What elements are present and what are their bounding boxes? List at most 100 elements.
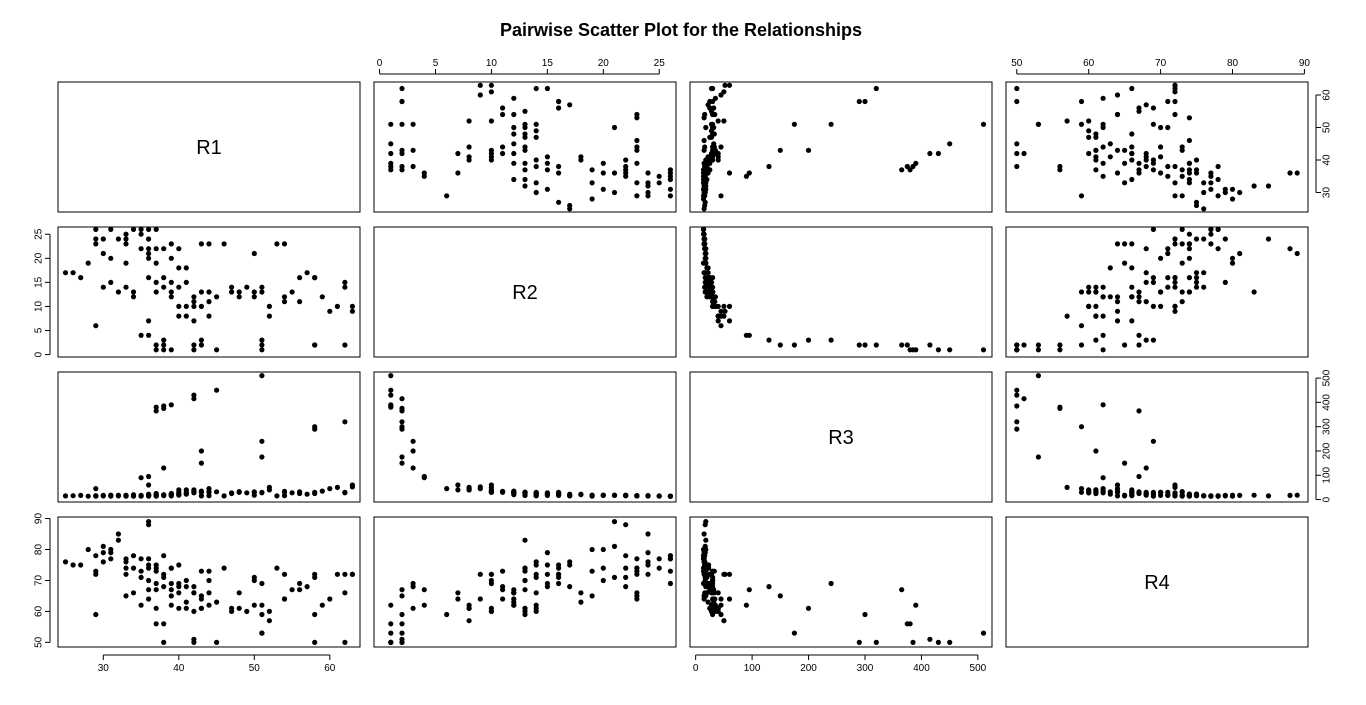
- point-r2-r1-55: [176, 246, 182, 252]
- point-r3-r1-101: [289, 490, 295, 496]
- point-r2-r1-67: [191, 347, 197, 353]
- point-r4-r3-27: [743, 602, 750, 608]
- point-r1-r4-44: [1172, 163, 1178, 170]
- point-r4-r2-114: [399, 639, 405, 646]
- point-r1-r2-95: [488, 118, 494, 124]
- point-r4-r1-62: [183, 577, 189, 584]
- point-r4-r3-48: [766, 584, 772, 590]
- point-r4-r2-92: [399, 630, 405, 636]
- point-r2-r4-15: [1265, 236, 1272, 242]
- point-r3-r1-59: [176, 491, 182, 497]
- point-r2-r4-105: [1078, 342, 1085, 348]
- point-r2-r1-104: [304, 270, 310, 276]
- point-r2-r1-95: [266, 303, 272, 309]
- point-r3-r4-4: [1078, 486, 1085, 492]
- point-r3-r4-42: [1136, 408, 1142, 414]
- point-r4-r1-26: [138, 556, 144, 562]
- point-r2-r3-105: [862, 342, 868, 348]
- point-r2-r3-79: [947, 347, 953, 353]
- point-r1-r4-60: [1107, 154, 1113, 160]
- point-r1-r4-17: [1122, 180, 1128, 186]
- point-r2-r4-95: [1086, 303, 1092, 309]
- x-tick-label-r2-20: 20: [598, 58, 610, 69]
- point-r1-r2-29: [645, 170, 651, 176]
- point-r2-r1-18: [123, 236, 129, 242]
- point-r3-r1-41: [153, 490, 159, 497]
- point-r3-r1-103: [297, 490, 303, 497]
- point-r3-r4-94: [1078, 489, 1085, 495]
- y-tick-label-r3-400: 400: [1322, 394, 1333, 411]
- point-r3-r4-114: [1014, 419, 1020, 425]
- point-r2-r1-116: [349, 303, 355, 309]
- y-tick-label-r2-25: 25: [34, 228, 45, 240]
- point-r1-r2-13: [544, 186, 551, 192]
- point-r1-r3-116: [726, 82, 733, 88]
- point-r1-r2-5: [667, 193, 674, 199]
- point-r4-r1-80: [214, 599, 220, 605]
- point-r1-r3-102: [711, 105, 717, 111]
- point-r1-r4-77: [1100, 144, 1106, 150]
- point-r1-r4-6: [1172, 193, 1178, 199]
- point-r4-r2-113: [544, 571, 551, 577]
- point-r3-r2-92: [399, 454, 405, 460]
- point-r4-r3-72: [805, 605, 812, 611]
- point-r4-r1-24: [138, 568, 144, 574]
- point-r1-r4-94: [1078, 121, 1085, 127]
- point-r2-r4-100: [1114, 299, 1121, 305]
- point-r3-r4-102: [1136, 489, 1142, 495]
- point-r1-r4-22: [1215, 176, 1221, 183]
- point-r4-r2-9: [645, 550, 651, 556]
- point-r1-r4-23: [1186, 176, 1192, 183]
- point-r1-r4-31: [1294, 170, 1300, 176]
- point-r3-r1-111: [334, 484, 340, 490]
- point-r3-r4-103: [1150, 490, 1156, 497]
- point-r1-r4-96: [1064, 118, 1070, 124]
- point-r2-r1-113: [342, 279, 348, 285]
- point-r1-r4-87: [1158, 124, 1164, 131]
- point-r2-r4-31: [1294, 250, 1300, 257]
- point-r2-r4-29: [1193, 236, 1200, 242]
- point-r2-r1-5: [93, 226, 99, 232]
- point-r2-r4-82: [1086, 289, 1092, 295]
- point-r1-r2-14: [522, 183, 528, 189]
- point-r4-r2-104: [567, 584, 573, 590]
- point-r1-r3-114: [873, 85, 879, 92]
- point-r2-r1-42: [153, 342, 159, 348]
- point-r4-r1-28: [146, 556, 152, 562]
- point-r1-r2-93: [533, 121, 539, 127]
- point-r1-r4-81: [1186, 137, 1192, 144]
- point-r1-r2-110: [477, 92, 483, 98]
- point-r2-r4-75: [1129, 241, 1135, 247]
- point-r4-r2-61: [544, 584, 551, 590]
- point-r1-r2-102: [500, 105, 506, 111]
- point-r4-r2-19: [634, 556, 640, 562]
- point-r2-r3-38: [703, 260, 709, 266]
- point-r2-r4-93: [1100, 284, 1106, 290]
- point-r4-r1-61: [183, 584, 189, 590]
- point-r2-r1-23: [130, 289, 137, 295]
- point-r2-r1-54: [168, 347, 174, 353]
- point-r3-r1-34: [146, 482, 152, 488]
- point-r1-r4-45: [1165, 163, 1171, 170]
- point-r3-r2-109: [511, 488, 517, 494]
- point-r3-r4-43: [1215, 493, 1221, 499]
- point-r1-r4-48: [1143, 163, 1149, 170]
- point-r2-r1-50: [168, 255, 174, 261]
- point-r3-r1-90: [259, 438, 265, 444]
- point-r4-r3-70: [701, 596, 707, 602]
- point-r2-r4-108: [1165, 275, 1171, 281]
- point-r4-r1-32: [146, 577, 152, 584]
- point-r1-r2-26: [656, 173, 662, 179]
- point-r2-r1-81: [221, 241, 227, 247]
- point-r1-r3-80: [711, 141, 717, 147]
- point-r1-r4-108: [1165, 98, 1171, 105]
- point-r2-r1-61: [183, 279, 189, 285]
- point-r4-r2-39: [388, 621, 394, 627]
- point-r2-r1-33: [146, 275, 152, 281]
- point-r4-r2-103: [556, 580, 562, 587]
- point-r4-r1-90: [259, 580, 265, 587]
- point-r4-r2-16: [656, 565, 662, 571]
- point-r4-r3-15: [701, 531, 707, 537]
- panel-r4-r4: [1005, 516, 1309, 648]
- point-r1-r4-28: [1208, 170, 1214, 176]
